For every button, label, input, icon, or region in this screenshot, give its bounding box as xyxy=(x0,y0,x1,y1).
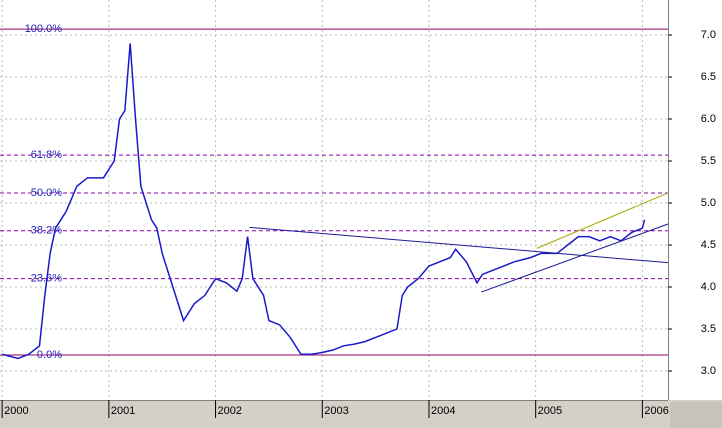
trendline xyxy=(536,192,669,249)
x-tick-label: 2001 xyxy=(111,405,135,417)
x-tick-label: 2005 xyxy=(538,405,562,417)
y-tick-label: 6.0 xyxy=(701,113,716,125)
fib-label: 0.0% xyxy=(37,349,62,361)
y-tick-label: 5.5 xyxy=(701,155,716,167)
price-line xyxy=(1,43,646,360)
y-tick-label: 4.0 xyxy=(701,281,716,293)
fib-label: 50.0% xyxy=(31,187,62,199)
y-tick-label: 5.0 xyxy=(701,197,716,209)
y-tick-label: 6.5 xyxy=(701,71,716,83)
fib-label: 61.8% xyxy=(31,149,62,161)
x-tick-label: 2006 xyxy=(644,405,668,417)
scrollbar[interactable] xyxy=(670,402,722,428)
fib-label: 100.0% xyxy=(25,23,63,35)
x-tick-label: 2003 xyxy=(324,405,348,417)
x-axis-strip xyxy=(0,400,722,428)
y-tick-label: 3.0 xyxy=(701,365,716,377)
y-axis-border xyxy=(668,0,669,400)
trendline xyxy=(249,226,669,264)
y-tick-label: 4.5 xyxy=(701,239,716,251)
x-tick-label: 2000 xyxy=(4,405,28,417)
trendline xyxy=(481,223,669,293)
y-tick-label: 3.5 xyxy=(701,323,716,335)
x-tick-label: 2004 xyxy=(431,405,455,417)
y-tick-label: 7.0 xyxy=(701,29,716,41)
x-axis-border xyxy=(0,400,668,401)
x-tick-label: 2002 xyxy=(218,405,242,417)
